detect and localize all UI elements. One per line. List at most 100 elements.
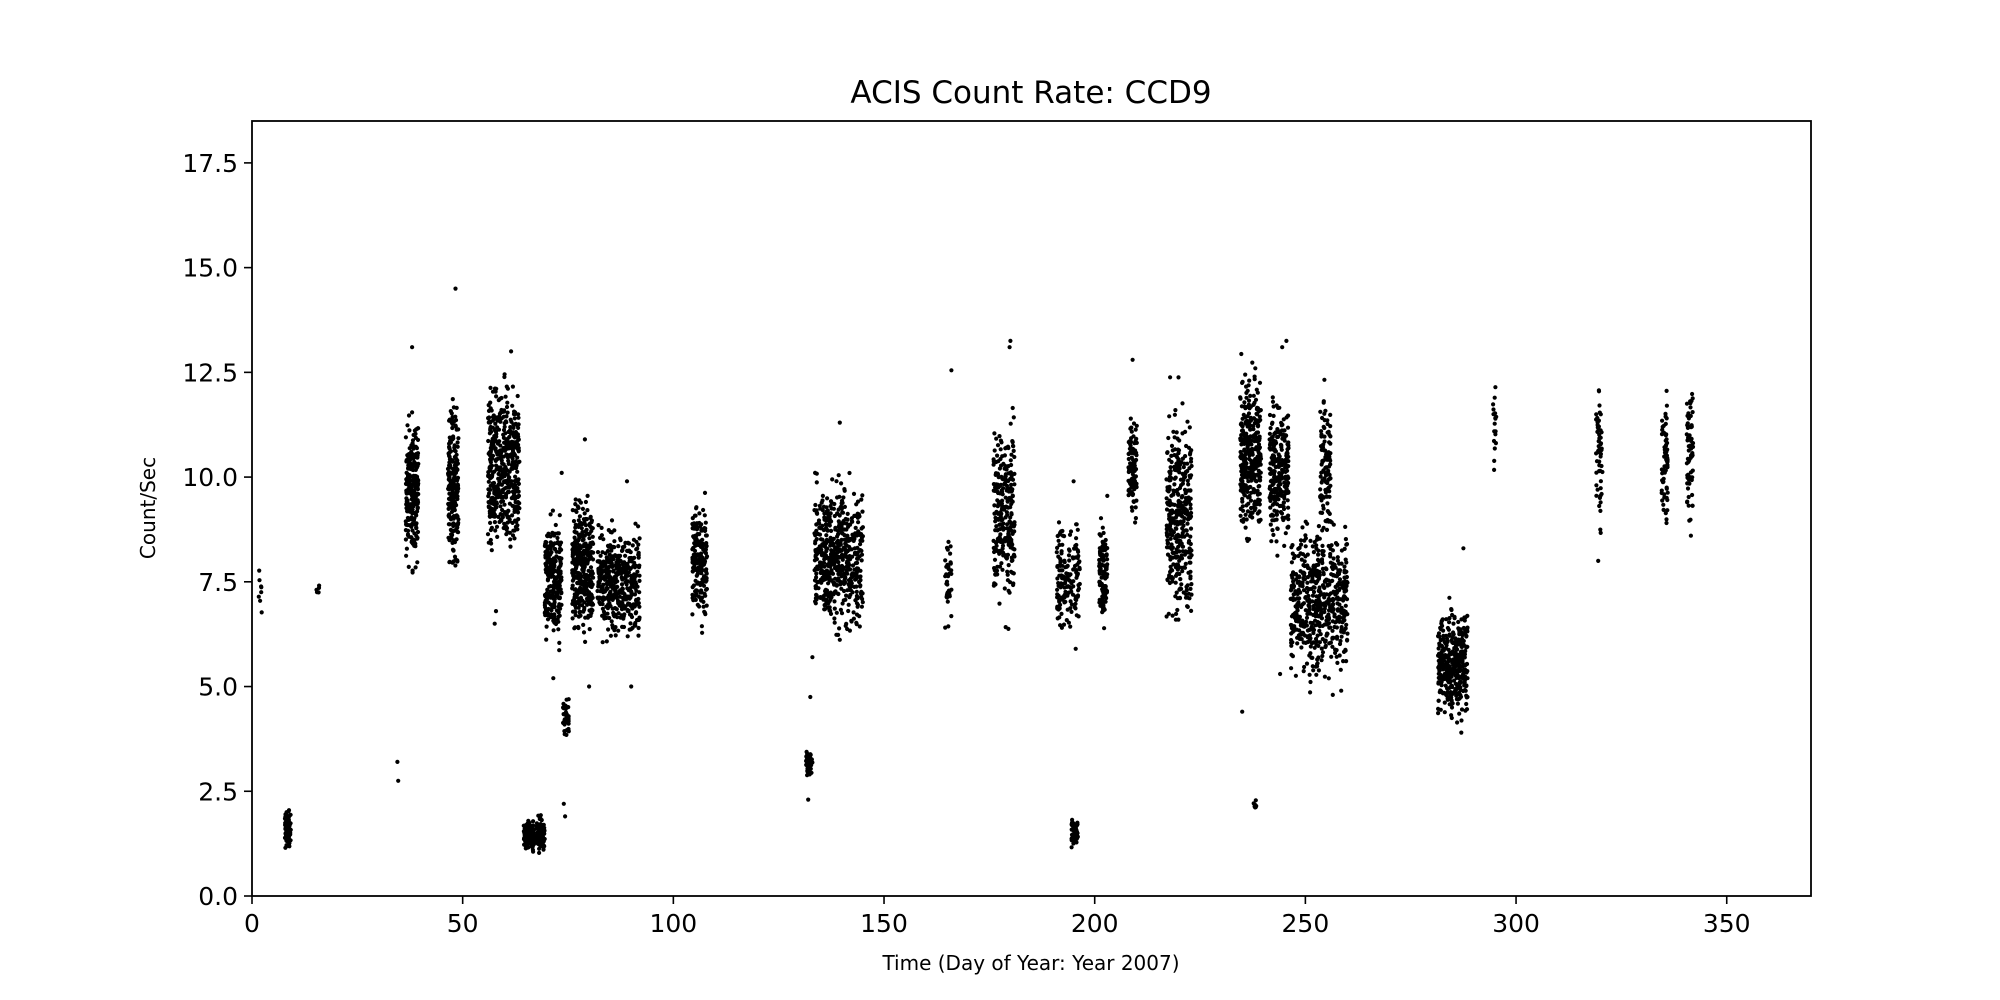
- data-point: [995, 536, 1001, 541]
- data-point: [604, 639, 609, 644]
- data-point: [992, 568, 997, 573]
- data-point: [1247, 450, 1252, 455]
- data-point: [487, 431, 492, 436]
- data-point: [612, 539, 617, 544]
- data-point: [1130, 492, 1136, 497]
- data-point: [404, 459, 409, 464]
- data-point: [283, 812, 288, 817]
- data-point: [854, 570, 859, 575]
- data-point: [489, 525, 494, 530]
- data-point: [1168, 518, 1173, 524]
- data-point: [834, 583, 840, 588]
- data-point: [515, 393, 520, 399]
- data-point: [824, 523, 829, 528]
- data-point: [634, 597, 639, 602]
- data-point: [576, 614, 582, 619]
- data-point: [804, 754, 809, 759]
- data-point: [694, 573, 699, 578]
- data-point: [1255, 405, 1260, 410]
- data-point: [701, 562, 706, 567]
- data-point: [1270, 528, 1275, 533]
- data-point: [1281, 428, 1286, 433]
- data-point: [547, 573, 552, 578]
- data-point: [1077, 559, 1082, 564]
- data-point: [487, 453, 493, 458]
- data-point: [1185, 521, 1190, 526]
- data-point: [1188, 576, 1193, 581]
- data-point: [447, 453, 452, 458]
- data-point: [607, 601, 612, 606]
- data-point: [507, 501, 512, 506]
- data-point: [580, 538, 585, 543]
- data-point: [1289, 545, 1294, 550]
- data-point: [1000, 543, 1006, 548]
- data-point: [945, 547, 950, 552]
- data-point: [413, 565, 418, 570]
- data-point: [259, 585, 264, 590]
- data-point: [828, 503, 833, 509]
- data-point: [577, 514, 583, 519]
- data-point: [1060, 533, 1065, 538]
- data-point: [488, 427, 493, 433]
- data-point: [623, 570, 628, 575]
- data-point: [1064, 571, 1069, 576]
- data-point: [1056, 554, 1061, 559]
- data-point: [1320, 650, 1326, 655]
- data-point: [574, 530, 579, 535]
- data-point: [700, 630, 705, 635]
- data-point: [505, 489, 510, 495]
- data-point: [1342, 575, 1347, 580]
- data-point: [830, 477, 835, 482]
- data-point: [413, 541, 418, 546]
- data-point: [494, 394, 499, 399]
- data-point: [1011, 571, 1016, 576]
- data-point: [815, 580, 820, 585]
- data-point: [846, 602, 851, 607]
- data-point: [837, 626, 842, 631]
- data-point: [1176, 498, 1181, 503]
- data-point: [946, 624, 951, 629]
- data-point: [1172, 482, 1177, 487]
- data-point: [1074, 522, 1079, 527]
- data-point: [1180, 533, 1185, 539]
- data-point: [502, 480, 507, 485]
- data-point: [622, 566, 627, 571]
- data-point: [1279, 420, 1284, 425]
- data-point: [1188, 488, 1193, 493]
- data-point: [1008, 458, 1013, 463]
- data-point: [1255, 390, 1260, 395]
- data-point: [450, 425, 455, 431]
- data-point: [1100, 547, 1105, 553]
- data-point: [1011, 448, 1016, 453]
- data-point: [820, 563, 825, 568]
- data-point: [1271, 532, 1276, 538]
- data-point: [501, 462, 506, 467]
- data-point: [578, 585, 583, 591]
- data-point: [525, 845, 530, 850]
- data-point: [557, 513, 562, 518]
- data-point: [703, 551, 709, 556]
- data-point: [827, 561, 832, 566]
- data-point: [1069, 589, 1074, 594]
- data-point: [1004, 445, 1009, 450]
- data-point: [404, 546, 409, 551]
- data-point: [513, 459, 519, 464]
- data-point: [415, 506, 420, 511]
- data-point: [516, 415, 521, 420]
- data-point: [493, 447, 498, 452]
- data-point: [1282, 496, 1287, 501]
- data-point: [611, 592, 617, 597]
- data-point: [1000, 567, 1005, 572]
- data-point: [1185, 604, 1190, 609]
- data-point: [590, 526, 595, 531]
- data-point: [413, 431, 418, 436]
- data-point: [1167, 580, 1172, 586]
- data-point: [703, 533, 709, 538]
- data-point: [515, 479, 520, 484]
- data-point: [601, 537, 606, 542]
- data-point: [946, 539, 951, 545]
- data-point: [848, 578, 853, 583]
- data-point: [1171, 488, 1176, 493]
- data-point: [1001, 521, 1006, 526]
- data-point: [1248, 404, 1253, 409]
